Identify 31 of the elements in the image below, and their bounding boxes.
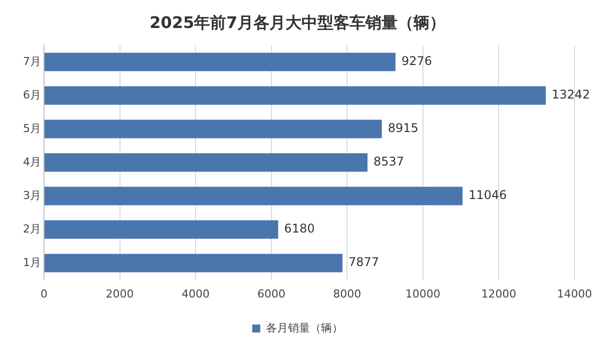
data-label: 8537 — [373, 154, 404, 169]
x-tick-label: 10000 — [405, 287, 440, 300]
bar — [44, 86, 546, 105]
y-tick-label: 2月 — [23, 222, 41, 236]
data-label: 6180 — [284, 222, 315, 236]
y-tick-label: 6月 — [23, 88, 41, 102]
data-label: 11046 — [468, 188, 507, 202]
data-label: 8915 — [388, 121, 418, 136]
y-tick-label: 4月 — [23, 155, 41, 168]
x-tick-label: 8000 — [333, 287, 362, 300]
bar — [44, 186, 463, 206]
data-label: 13242 — [552, 88, 590, 102]
data-label: 9276 — [401, 54, 432, 68]
bar — [44, 254, 342, 272]
x-tick-label: 0 — [40, 287, 48, 300]
x-tick-label: 4000 — [182, 287, 210, 300]
bar — [44, 52, 396, 72]
x-tick-label: 2000 — [106, 287, 134, 300]
bar — [44, 120, 382, 138]
bar — [44, 153, 368, 172]
chart-title: 2025年前7月各月大中型客车销量（辆） — [150, 12, 446, 32]
x-tick-label: 12000 — [481, 287, 516, 300]
x-tick-label: 6000 — [257, 287, 286, 300]
y-tick-label: 7月 — [23, 54, 41, 68]
y-tick-label: 1月 — [23, 256, 41, 269]
data-label: 7877 — [348, 255, 380, 270]
x-tick-label: 14000 — [557, 287, 592, 300]
legend-label: 各月销量（辆） — [266, 321, 343, 334]
bar — [44, 220, 278, 239]
y-tick-label: 3月 — [23, 188, 41, 202]
y-tick-label: 5月 — [23, 122, 41, 135]
